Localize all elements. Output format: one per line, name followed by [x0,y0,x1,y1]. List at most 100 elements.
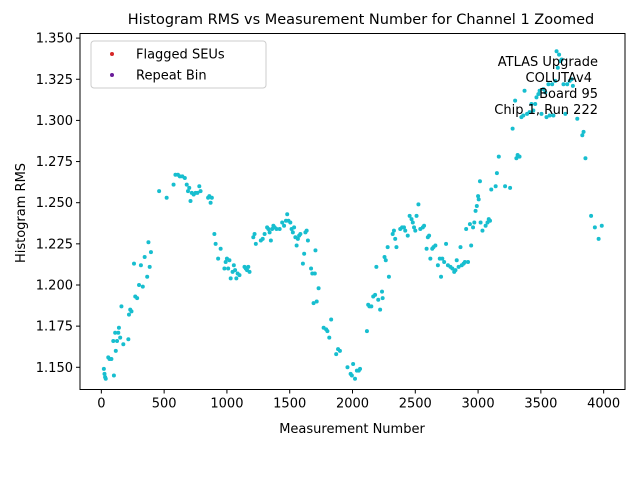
data-point [208,200,213,205]
data-point [531,108,536,113]
x-tick-label: 3500 [524,397,557,412]
data-point [517,154,522,159]
data-point [390,231,395,236]
data-point [157,189,162,194]
legend-marker-repeat-bin [110,73,114,77]
data-point [294,243,299,248]
data-points [101,49,604,381]
data-point [536,92,541,97]
data-point [329,317,334,322]
board-annotation: ATLAS Upgrade COLUTAv4 Board 95 Chip 1, … [494,55,598,118]
data-point [337,348,342,353]
data-point [488,218,493,223]
data-point [137,282,142,287]
data-point [312,271,317,276]
data-point [116,325,121,330]
legend-label-flagged-seus: Flagged SEUs [136,48,225,63]
legend-marker-flagged-seus [110,52,114,56]
y-tick-label: 1.200 [36,278,73,293]
data-point [469,243,474,248]
data-point [115,338,120,343]
x-tick-label: 500 [152,397,177,412]
data-point [277,227,282,232]
y-tick-label: 1.250 [36,196,73,211]
data-point [302,251,307,256]
data-point [405,233,410,238]
data-point [391,228,396,233]
data-point [233,268,238,273]
data-point [496,154,501,159]
data-point [101,366,106,371]
data-point [351,361,356,366]
data-point [119,304,124,309]
x-tick-label: 2000 [336,397,369,412]
data-point [401,225,406,230]
data-point [171,182,176,187]
data-point [541,87,546,92]
data-point [268,238,273,243]
data-point [184,182,189,187]
data-point [547,113,552,118]
x-tick-label: 2500 [399,397,432,412]
data-point [410,220,415,225]
data-point [285,212,290,217]
data-point [253,241,258,246]
data-point [231,263,236,268]
data-point [476,194,481,199]
data-point [182,176,187,181]
data-point [295,236,300,241]
data-point [407,213,412,218]
data-point [102,371,107,376]
data-point [458,245,463,250]
data-point [316,286,321,291]
data-point [454,258,459,263]
data-point [237,273,242,278]
data-point [596,236,601,241]
data-point [197,184,202,189]
data-point [539,111,544,116]
data-point [533,101,538,106]
data-point [409,217,414,222]
y-tick-label: 1.350 [36,32,73,47]
data-point [334,352,339,357]
data-point [126,337,131,342]
x-axis: 0 500 1000 1500 2000 2500 3000 3500 4000 [97,389,620,412]
data-point [113,348,118,353]
data-point [559,57,564,62]
data-point [113,330,118,335]
data-point [309,266,314,271]
data-point [508,185,513,190]
data-point [298,231,303,236]
data-point [386,274,391,279]
data-point [226,266,231,271]
x-tick-label: 0 [97,397,105,412]
data-point [145,274,150,279]
data-point [260,236,265,241]
data-point [290,230,295,235]
data-point [551,113,556,118]
data-point [477,179,482,184]
data-point [489,187,494,192]
data-point [471,225,476,230]
data-point [480,228,485,233]
data-point [266,227,271,232]
data-point [198,189,203,194]
data-point [383,258,388,263]
data-point [514,156,519,161]
data-point [227,258,232,263]
data-point [416,202,421,207]
data-point [327,335,332,340]
data-point [527,110,532,115]
data-point [353,376,358,381]
data-point [589,213,594,218]
data-point [414,213,419,218]
data-point [513,98,518,103]
data-point [246,264,251,269]
data-point [599,223,604,228]
data-point [403,228,408,233]
data-point [570,83,575,88]
data-point [493,184,498,189]
data-point [121,342,126,347]
x-tick-label: 1500 [273,397,306,412]
data-point [483,223,488,228]
